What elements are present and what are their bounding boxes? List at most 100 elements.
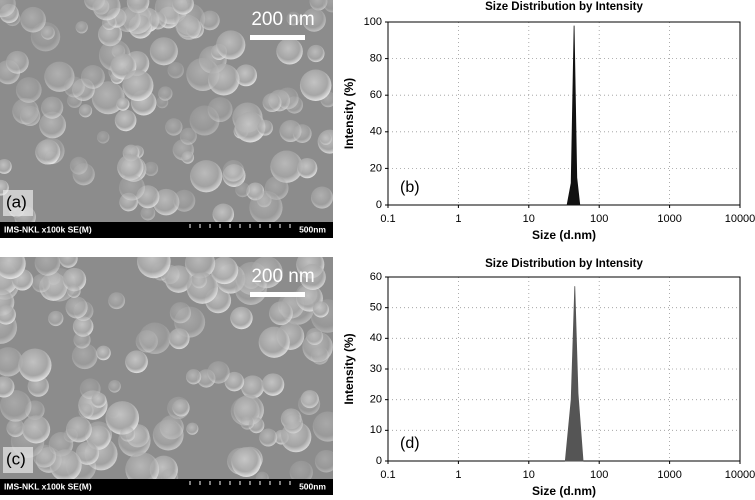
x-tick-label: 0.1 xyxy=(380,469,395,481)
particle xyxy=(96,131,110,144)
y-tick-label: 40 xyxy=(370,332,382,344)
particle xyxy=(0,304,16,325)
particle xyxy=(6,418,25,438)
particle xyxy=(231,447,262,477)
particle xyxy=(323,0,333,13)
particle xyxy=(91,392,107,408)
particle xyxy=(39,111,66,139)
particle xyxy=(72,316,94,337)
distribution-area xyxy=(564,286,584,462)
particle xyxy=(105,401,140,435)
x-tick-label: 10 xyxy=(523,213,535,225)
particle xyxy=(22,415,51,444)
y-tick-label: 20 xyxy=(370,162,382,174)
particle xyxy=(283,413,303,434)
particle xyxy=(18,348,52,382)
particle xyxy=(312,411,333,442)
x-tick-label: 10000 xyxy=(725,469,755,481)
particle xyxy=(41,25,55,40)
x-tick-label: 1 xyxy=(455,213,461,225)
particle xyxy=(257,119,273,136)
particle xyxy=(191,272,207,289)
particle xyxy=(96,345,111,361)
particle xyxy=(125,452,160,480)
particle xyxy=(249,190,283,222)
particle xyxy=(0,390,32,422)
particle xyxy=(19,105,41,127)
particle xyxy=(319,132,332,145)
particle xyxy=(299,69,332,102)
particle xyxy=(114,109,137,132)
particle xyxy=(117,154,144,181)
particle xyxy=(297,157,318,179)
panel-label: (d) xyxy=(400,435,420,452)
y-tick-label: 80 xyxy=(370,53,382,65)
particle xyxy=(172,0,194,15)
plot-frame xyxy=(387,276,741,462)
particle xyxy=(302,8,326,32)
particle xyxy=(116,97,130,111)
particle xyxy=(307,44,325,63)
particle xyxy=(0,347,23,377)
particle xyxy=(48,310,64,327)
particle xyxy=(20,6,46,33)
particle xyxy=(309,0,328,11)
x-tick-label: 10000 xyxy=(725,213,755,225)
particle xyxy=(207,361,230,384)
y-tick-label: 0 xyxy=(376,455,382,467)
particle xyxy=(0,376,15,398)
distribution-area xyxy=(566,25,581,206)
x-tick-label: 0.1 xyxy=(380,213,395,225)
particle xyxy=(34,257,61,276)
particle xyxy=(120,426,136,442)
x-axis-label: Size (d.nm) xyxy=(532,484,596,498)
particle xyxy=(62,267,87,292)
particle xyxy=(71,343,98,370)
particle xyxy=(78,403,94,419)
scale-bar xyxy=(250,35,305,40)
particle xyxy=(67,284,81,298)
x-tick-label: 100 xyxy=(590,469,608,481)
particle xyxy=(164,265,193,293)
particle xyxy=(41,96,64,119)
particle xyxy=(235,182,250,198)
y-tick-label: 20 xyxy=(370,394,382,406)
x-tick-label: 1000 xyxy=(657,469,681,481)
particle xyxy=(149,37,178,66)
particle xyxy=(161,468,179,480)
particle xyxy=(310,186,333,209)
particle xyxy=(149,11,167,30)
particle xyxy=(0,158,12,174)
particle xyxy=(276,37,303,65)
particle xyxy=(63,76,85,98)
particle xyxy=(276,87,299,110)
particle xyxy=(184,257,216,279)
particle xyxy=(270,150,303,183)
particle xyxy=(49,449,82,480)
particle xyxy=(289,460,313,480)
particle xyxy=(140,205,156,221)
particle xyxy=(216,30,246,60)
particle xyxy=(235,64,258,87)
particle xyxy=(108,380,121,393)
particle xyxy=(15,77,42,103)
particle xyxy=(207,63,240,96)
y-tick-label: 50 xyxy=(370,302,382,314)
particle xyxy=(125,350,148,374)
particle xyxy=(59,257,78,268)
particle xyxy=(108,292,126,310)
scale-bar-label: 200 nm xyxy=(251,9,314,30)
particle xyxy=(172,399,190,417)
x-tick-label: 10 xyxy=(523,469,535,481)
particle xyxy=(230,306,253,330)
particle xyxy=(255,471,269,480)
particle xyxy=(115,6,141,33)
y-axis-label: Intensity (%) xyxy=(342,78,356,149)
particle xyxy=(169,302,191,324)
particle xyxy=(75,21,88,34)
particle xyxy=(35,139,61,165)
particle xyxy=(122,69,154,102)
info-scale: 500nm xyxy=(299,224,326,234)
label-box xyxy=(3,447,33,473)
particle xyxy=(0,257,26,280)
